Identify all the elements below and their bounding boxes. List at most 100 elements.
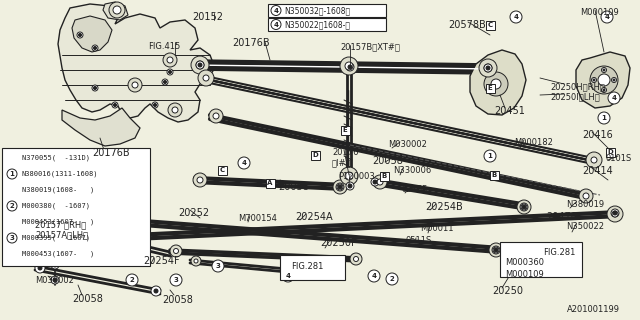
- Polygon shape: [58, 4, 215, 122]
- Circle shape: [336, 183, 344, 191]
- Circle shape: [194, 259, 198, 263]
- Circle shape: [7, 201, 17, 211]
- Bar: [2, 148, 150, 266]
- Circle shape: [68, 232, 84, 248]
- Circle shape: [238, 157, 250, 169]
- Circle shape: [591, 77, 596, 83]
- Circle shape: [602, 68, 607, 73]
- Text: N370055(  -131D): N370055( -131D): [22, 155, 90, 161]
- Circle shape: [7, 169, 17, 179]
- Text: N350032（-1608）: N350032（-1608）: [284, 6, 350, 15]
- Circle shape: [486, 66, 490, 70]
- Circle shape: [112, 102, 118, 108]
- Text: 20152: 20152: [192, 12, 223, 22]
- Text: 4: 4: [273, 7, 278, 13]
- Circle shape: [198, 70, 214, 86]
- Text: 1: 1: [10, 171, 15, 177]
- Circle shape: [377, 179, 383, 185]
- Text: N380019: N380019: [566, 200, 604, 209]
- Bar: [500, 242, 582, 277]
- Text: 20157 （RH）: 20157 （RH）: [35, 220, 86, 229]
- Text: 20470: 20470: [546, 212, 577, 222]
- Text: 20176B: 20176B: [92, 148, 130, 158]
- Text: 4: 4: [241, 160, 246, 166]
- Circle shape: [74, 238, 78, 242]
- Text: 20157B（XT#）: 20157B（XT#）: [340, 42, 400, 51]
- Text: M700154: M700154: [238, 214, 277, 223]
- Text: 4: 4: [285, 273, 291, 279]
- Circle shape: [128, 78, 142, 92]
- Circle shape: [167, 57, 173, 63]
- Text: M030002: M030002: [388, 140, 427, 149]
- Circle shape: [203, 75, 209, 81]
- Circle shape: [601, 11, 613, 23]
- Circle shape: [73, 237, 79, 243]
- Circle shape: [7, 233, 17, 243]
- Text: 20058: 20058: [278, 182, 309, 192]
- Text: 20058: 20058: [372, 156, 403, 166]
- Text: 20250F: 20250F: [320, 238, 356, 248]
- Text: 4: 4: [273, 21, 278, 28]
- Circle shape: [517, 200, 531, 214]
- Polygon shape: [576, 52, 630, 108]
- Text: 1: 1: [488, 153, 492, 159]
- Text: B: B: [492, 172, 497, 178]
- Circle shape: [132, 218, 140, 226]
- Circle shape: [348, 184, 352, 188]
- Circle shape: [163, 81, 166, 84]
- Circle shape: [492, 246, 500, 254]
- Circle shape: [197, 177, 203, 183]
- Text: 0101S: 0101S: [606, 154, 632, 163]
- Circle shape: [346, 63, 354, 71]
- Circle shape: [373, 180, 377, 184]
- Text: M030002: M030002: [35, 276, 74, 285]
- Text: N350022: N350022: [566, 222, 604, 231]
- Circle shape: [371, 178, 379, 186]
- Text: N380016(1311-1608): N380016(1311-1608): [22, 171, 99, 177]
- Text: M000453(1607-   ): M000453(1607- ): [22, 251, 94, 257]
- Circle shape: [520, 203, 528, 211]
- Circle shape: [346, 182, 354, 190]
- Text: A201001199: A201001199: [567, 305, 620, 314]
- Circle shape: [484, 64, 492, 72]
- Circle shape: [608, 92, 620, 104]
- Circle shape: [612, 211, 618, 217]
- Text: 3: 3: [10, 235, 15, 241]
- Circle shape: [93, 46, 97, 50]
- Text: D: D: [312, 152, 318, 158]
- Text: M00011: M00011: [420, 224, 454, 233]
- Bar: [340, 125, 349, 134]
- Circle shape: [51, 276, 59, 284]
- Circle shape: [493, 247, 499, 253]
- Circle shape: [162, 79, 168, 85]
- Polygon shape: [32, 214, 70, 240]
- Circle shape: [602, 87, 607, 92]
- Polygon shape: [72, 16, 112, 52]
- Circle shape: [132, 82, 138, 88]
- Circle shape: [133, 219, 139, 225]
- Bar: [218, 165, 227, 174]
- Circle shape: [311, 268, 321, 278]
- Text: 2: 2: [10, 203, 14, 209]
- Bar: [486, 84, 495, 92]
- Text: 02385: 02385: [401, 185, 428, 194]
- Circle shape: [583, 193, 589, 199]
- Circle shape: [198, 63, 202, 67]
- Circle shape: [173, 249, 179, 253]
- Text: 20250H（RH）: 20250H（RH）: [550, 82, 605, 91]
- Text: 20416: 20416: [582, 130, 612, 140]
- Circle shape: [38, 266, 42, 270]
- Circle shape: [611, 77, 616, 83]
- Bar: [605, 148, 614, 156]
- Circle shape: [151, 286, 161, 296]
- Circle shape: [579, 189, 593, 203]
- Text: 4: 4: [371, 273, 376, 279]
- Circle shape: [484, 72, 508, 96]
- Text: 20058: 20058: [72, 294, 103, 304]
- Text: N380019(1608-   ): N380019(1608- ): [22, 187, 94, 193]
- Circle shape: [479, 59, 497, 77]
- Circle shape: [386, 273, 398, 285]
- Circle shape: [72, 236, 80, 244]
- Circle shape: [129, 215, 143, 229]
- Text: M000380(  -1607): M000380( -1607): [22, 203, 90, 209]
